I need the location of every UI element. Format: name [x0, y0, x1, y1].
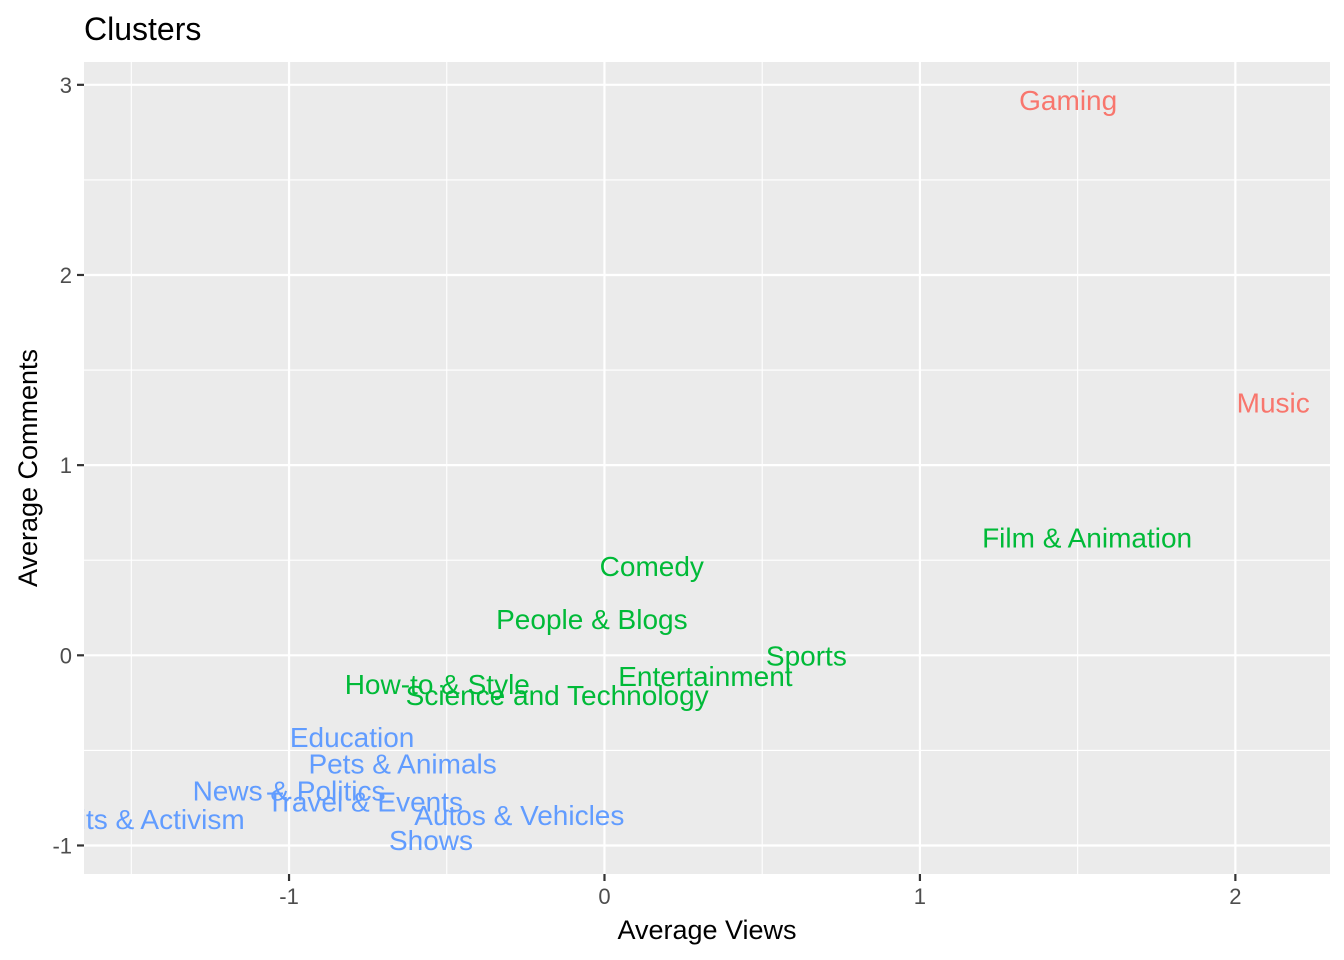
minor-gridlines — [84, 62, 1330, 874]
y-tick-label: 0 — [60, 643, 72, 668]
point-label: News & Politics — [193, 775, 386, 806]
point-label: People & Blogs — [496, 604, 687, 635]
x-tick-label: 0 — [598, 884, 610, 909]
y-tick-label: 2 — [60, 263, 72, 288]
point-label: Comedy — [600, 551, 704, 582]
panel-background — [84, 62, 1330, 874]
point-label: Pets & Animals — [308, 749, 496, 780]
point-label: Nonprofits & Activism — [0, 804, 245, 835]
chart-title: Clusters — [84, 11, 201, 47]
y-tick-label: 1 — [60, 453, 72, 478]
y-tick-label: -1 — [52, 833, 72, 858]
x-tick-label: 2 — [1229, 884, 1241, 909]
point-label: Film & Animation — [982, 522, 1192, 553]
x-tick-label: 1 — [914, 884, 926, 909]
major-gridlines — [84, 62, 1330, 874]
point-label: Sports — [766, 640, 847, 671]
y-tick-label: 3 — [60, 73, 72, 98]
x-tick-label: -1 — [279, 884, 299, 909]
point-label: Music — [1237, 387, 1310, 418]
point-label: Education — [290, 722, 415, 753]
point-label: Travel & Events — [266, 787, 463, 818]
point-label: Shows — [389, 825, 473, 856]
x-axis: -1 0 1 2 — [279, 874, 1241, 909]
point-labels: Gaming Music Film & Animation Comedy People … — [0, 85, 1310, 856]
x-axis-title: Average Views — [617, 915, 796, 945]
point-label: How-to & Style — [345, 669, 530, 700]
point-label: Gaming — [1019, 85, 1117, 116]
point-label: Science and Technology — [406, 680, 709, 711]
y-axis-title: Average Comments — [13, 349, 43, 587]
y-axis: -1 0 1 2 3 — [52, 73, 84, 858]
point-label: Entertainment — [618, 661, 793, 692]
point-label: Autos & Vehicles — [414, 800, 624, 831]
